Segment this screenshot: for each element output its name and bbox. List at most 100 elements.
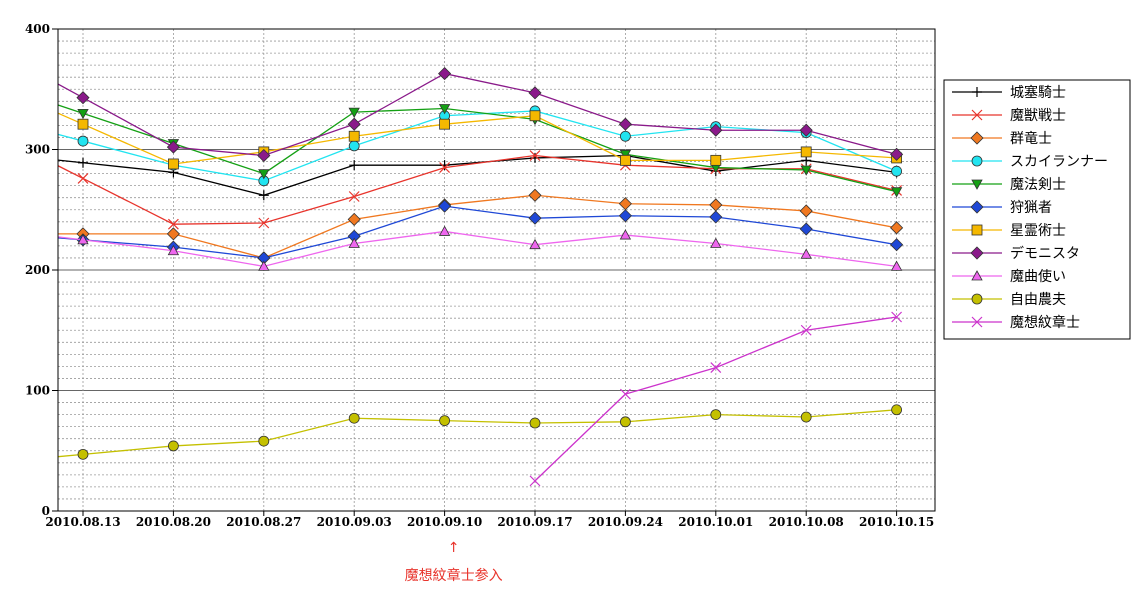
data-point: [438, 67, 452, 81]
data-point: [890, 221, 904, 235]
data-point: [348, 140, 360, 152]
x-tick-label: 2010.10.08: [769, 515, 844, 529]
legend-item: デモニスタ: [952, 245, 1080, 262]
data-point: [78, 157, 88, 168]
x-tick-label: 2010.09.17: [497, 515, 572, 529]
data-point: [439, 162, 451, 173]
legend-label: 魔曲使い: [1010, 268, 1066, 285]
data-point: [528, 211, 542, 225]
data-point: [619, 388, 631, 400]
data-point: [439, 160, 450, 171]
data-point: [800, 165, 812, 176]
legend-label: 群竜士: [1010, 130, 1052, 147]
y-tick-label: 0: [42, 504, 50, 518]
data-point: [710, 154, 722, 166]
legend-item: 魔想紋章士: [952, 314, 1080, 331]
data-point: [800, 411, 812, 423]
series-6: [57, 199, 904, 265]
data-point: [709, 210, 723, 224]
data-point: [530, 152, 540, 163]
data-point: [800, 146, 812, 158]
data-point: [257, 148, 271, 163]
data-point: [166, 140, 180, 154]
series-layer: [57, 67, 904, 487]
legend-marker: [971, 179, 983, 190]
data-point: [799, 222, 813, 236]
legend-label: 城塞騎士: [1010, 84, 1066, 101]
data-point: [890, 147, 904, 161]
series-5: [57, 104, 903, 198]
data-point: [438, 225, 451, 236]
legend-item: 城塞騎士: [952, 84, 1066, 101]
series-line: [57, 409, 897, 458]
data-point: [891, 165, 902, 177]
x-tick-label: 2010.09.03: [317, 515, 392, 529]
legend-marker: [971, 155, 983, 167]
data-point: [349, 160, 360, 171]
series-line: [57, 154, 897, 225]
legend-marker: [970, 200, 984, 214]
legend-label: スカイランナー: [1010, 154, 1108, 170]
data-point: [529, 475, 541, 487]
data-point: [167, 218, 179, 230]
data-point: [77, 108, 89, 120]
legend-marker: [971, 316, 983, 328]
x-tick-label: 2010.10.01: [678, 515, 753, 529]
legend-label: 魔想紋章士: [1010, 314, 1080, 331]
legend-item: 狩猟者: [952, 200, 1052, 216]
data-point: [619, 149, 632, 161]
data-point: [709, 123, 723, 137]
legend-item: 魔曲使い: [952, 268, 1066, 285]
data-point: [890, 260, 903, 271]
data-point: [347, 117, 361, 131]
data-point: [891, 404, 902, 416]
legend-marker: [971, 109, 983, 121]
x-tick-label: 2010.08.20: [136, 515, 211, 529]
data-point: [529, 110, 541, 122]
legend-label: 自由農夫: [1010, 292, 1066, 308]
data-point: [528, 188, 542, 202]
data-point: [618, 117, 632, 131]
data-point: [348, 237, 360, 248]
data-point: [77, 234, 89, 245]
legend-label: 魔獣戦士: [1010, 108, 1066, 124]
data-point: [348, 191, 360, 202]
data-point: [710, 409, 722, 421]
data-point: [167, 158, 179, 170]
y-tick-label: 200: [25, 263, 50, 277]
data-point: [710, 362, 722, 374]
data-point: [258, 169, 270, 180]
legend-item: 星霊術士: [952, 223, 1066, 239]
legend-item: 群竜士: [952, 130, 1052, 147]
axes: 0 100 200 300 400 2010.08.13 2010.08.20 2010.08…: [25, 22, 934, 529]
data-point: [799, 204, 813, 218]
data-point: [618, 209, 632, 223]
data-point: [439, 415, 451, 427]
data-point: [709, 198, 723, 212]
data-point: [620, 154, 631, 166]
legend-marker: [970, 246, 984, 260]
data-point: [710, 237, 722, 248]
data-point: [77, 448, 89, 460]
data-point: [529, 150, 541, 161]
series-1: [57, 150, 902, 201]
data-point: [167, 244, 180, 256]
y-tick-label: 300: [25, 143, 50, 157]
y-tick-label: 400: [25, 22, 50, 36]
series-8: [57, 67, 904, 163]
legend-label: 魔法剣士: [1010, 177, 1066, 193]
legend-marker: [970, 131, 984, 145]
data-point: [618, 197, 632, 211]
x-tick-label: 2010.09.10: [407, 515, 482, 529]
data-point: [348, 412, 360, 424]
data-point: [77, 118, 89, 130]
data-point: [76, 91, 90, 105]
legend-item: 魔獣戦士: [952, 108, 1066, 124]
data-point: [620, 416, 631, 428]
annotation: ↑ 魔想紋章士参入: [405, 540, 503, 584]
data-point: [258, 260, 270, 271]
series-10: [57, 404, 902, 460]
data-point: [77, 172, 89, 184]
annotation-arrow: ↑: [448, 540, 460, 556]
